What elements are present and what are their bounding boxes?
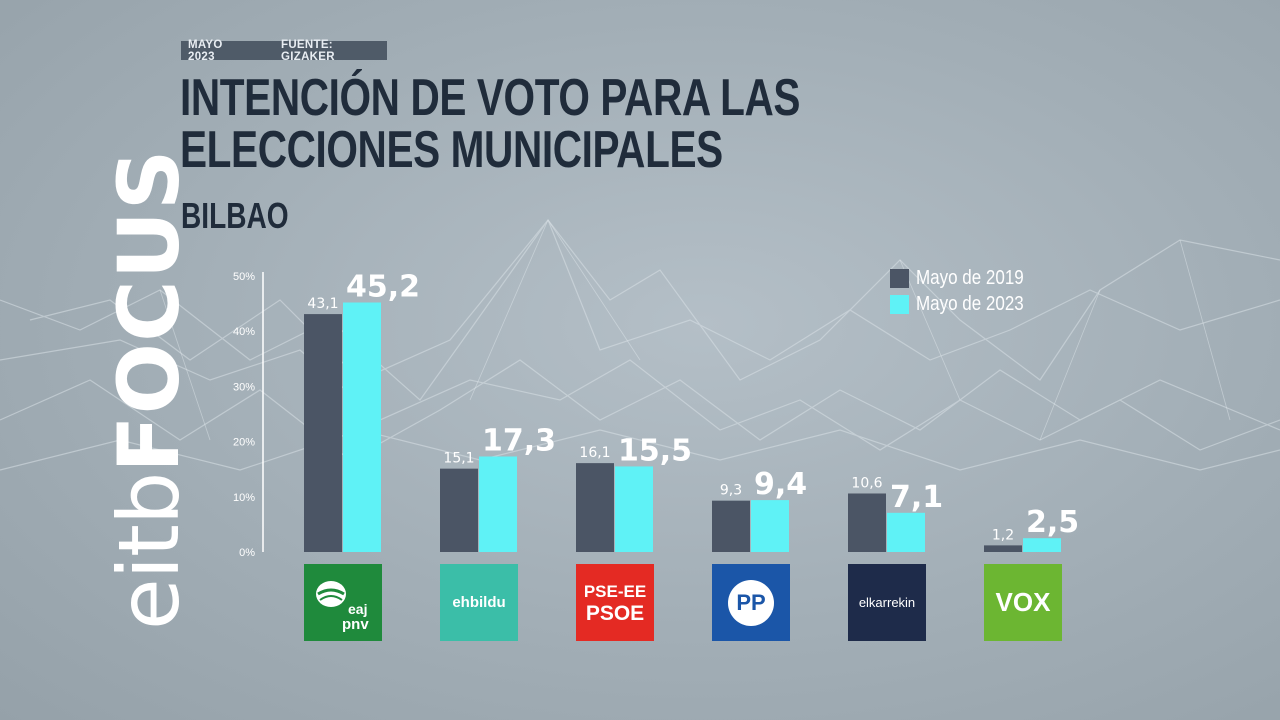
bar-2019: [984, 545, 1022, 552]
y-tick-label: 20%: [233, 437, 255, 449]
legend-label-2019: Mayo de 2019: [916, 267, 1024, 289]
value-label-2023: 7,1: [890, 480, 943, 515]
y-tick-label: 50%: [233, 271, 255, 283]
chart-subtitle: BILBAO: [181, 195, 289, 236]
value-label-2023: 17,3: [482, 424, 556, 459]
value-label-2019: 10,6: [851, 475, 882, 491]
value-label-2023: 45,2: [346, 269, 420, 304]
psoe-text-1: PSE-EE: [583, 581, 647, 601]
value-label-2019: 43,1: [307, 296, 338, 312]
source-label: FUENTE: GIZAKER: [281, 38, 335, 63]
bar-2023: [1023, 538, 1061, 552]
bar-2019: [440, 468, 478, 552]
chart-title: INTENCIÓN DE VOTO PARA LAS ELECCIONES MU…: [180, 69, 801, 179]
legend-item-2019: Mayo de 2019: [890, 265, 1043, 291]
bar-2023: [343, 302, 381, 552]
pp-text: PP: [728, 579, 774, 626]
value-labels: 43,1 45,2 15,1 17,3 16,1 15,5 9,3 9,4 10,6 7,1 1,2…: [307, 269, 1079, 543]
value-label-2019: 9,3: [720, 483, 742, 499]
legend-label-2023: Mayo de 2023: [916, 293, 1024, 315]
bar-2023: [479, 456, 517, 552]
logo-vox: VOX: [984, 564, 1062, 641]
bar-2023: [887, 512, 925, 552]
value-label-2019: 15,1: [443, 451, 474, 467]
bar-2019: [304, 314, 342, 552]
y-tick-label: 30%: [233, 381, 255, 393]
value-label-2023: 9,4: [754, 467, 807, 502]
pnv-text-1: eaj: [348, 601, 367, 617]
bars: [304, 302, 1061, 552]
value-label-2023: 2,5: [1026, 505, 1079, 540]
bar-2019: [576, 463, 614, 552]
psoe-text-2: PSOE: [585, 601, 645, 625]
value-label-2023: 15,5: [618, 433, 692, 468]
logo-psoe: PSE-EE PSOE: [576, 564, 654, 641]
pnv-emblem-icon: eaj pnv: [316, 581, 369, 633]
y-axis: 0% 10% 20% 30% 40% 50%: [233, 271, 264, 559]
bar-2019: [712, 500, 750, 552]
logo-ehbildu: ehbildu: [440, 564, 518, 641]
legend: Mayo de 2019 Mayo de 2023: [890, 265, 1043, 317]
date-label: MAYO 2023: [188, 38, 223, 63]
pnv-text-2: pnv: [342, 616, 369, 633]
vox-text: VOX: [995, 587, 1051, 617]
value-label-2019: 16,1: [579, 445, 610, 461]
elkarrekin-text: elkarrekin: [858, 595, 916, 610]
value-label-2019: 1,2: [992, 527, 1014, 543]
legend-swatch-2019: [890, 268, 909, 288]
logo-elkarrekin: elkarrekin: [848, 564, 926, 641]
bar-2019: [848, 493, 886, 552]
y-tick-label: 10%: [233, 492, 255, 504]
logo-pnv: eaj pnv: [304, 564, 382, 641]
bar-2023: [615, 466, 653, 552]
ehbildu-text: ehbildu: [452, 594, 506, 611]
logo-pp: PP: [712, 564, 790, 641]
bar-2023: [751, 500, 789, 552]
y-tick-label: 0%: [239, 547, 255, 559]
legend-item-2023: Mayo de 2023: [890, 291, 1043, 317]
source-bar: MAYO 2023 FUENTE: GIZAKER: [181, 38, 387, 63]
legend-swatch-2023: [890, 294, 909, 314]
y-tick-label: 40%: [233, 326, 255, 338]
